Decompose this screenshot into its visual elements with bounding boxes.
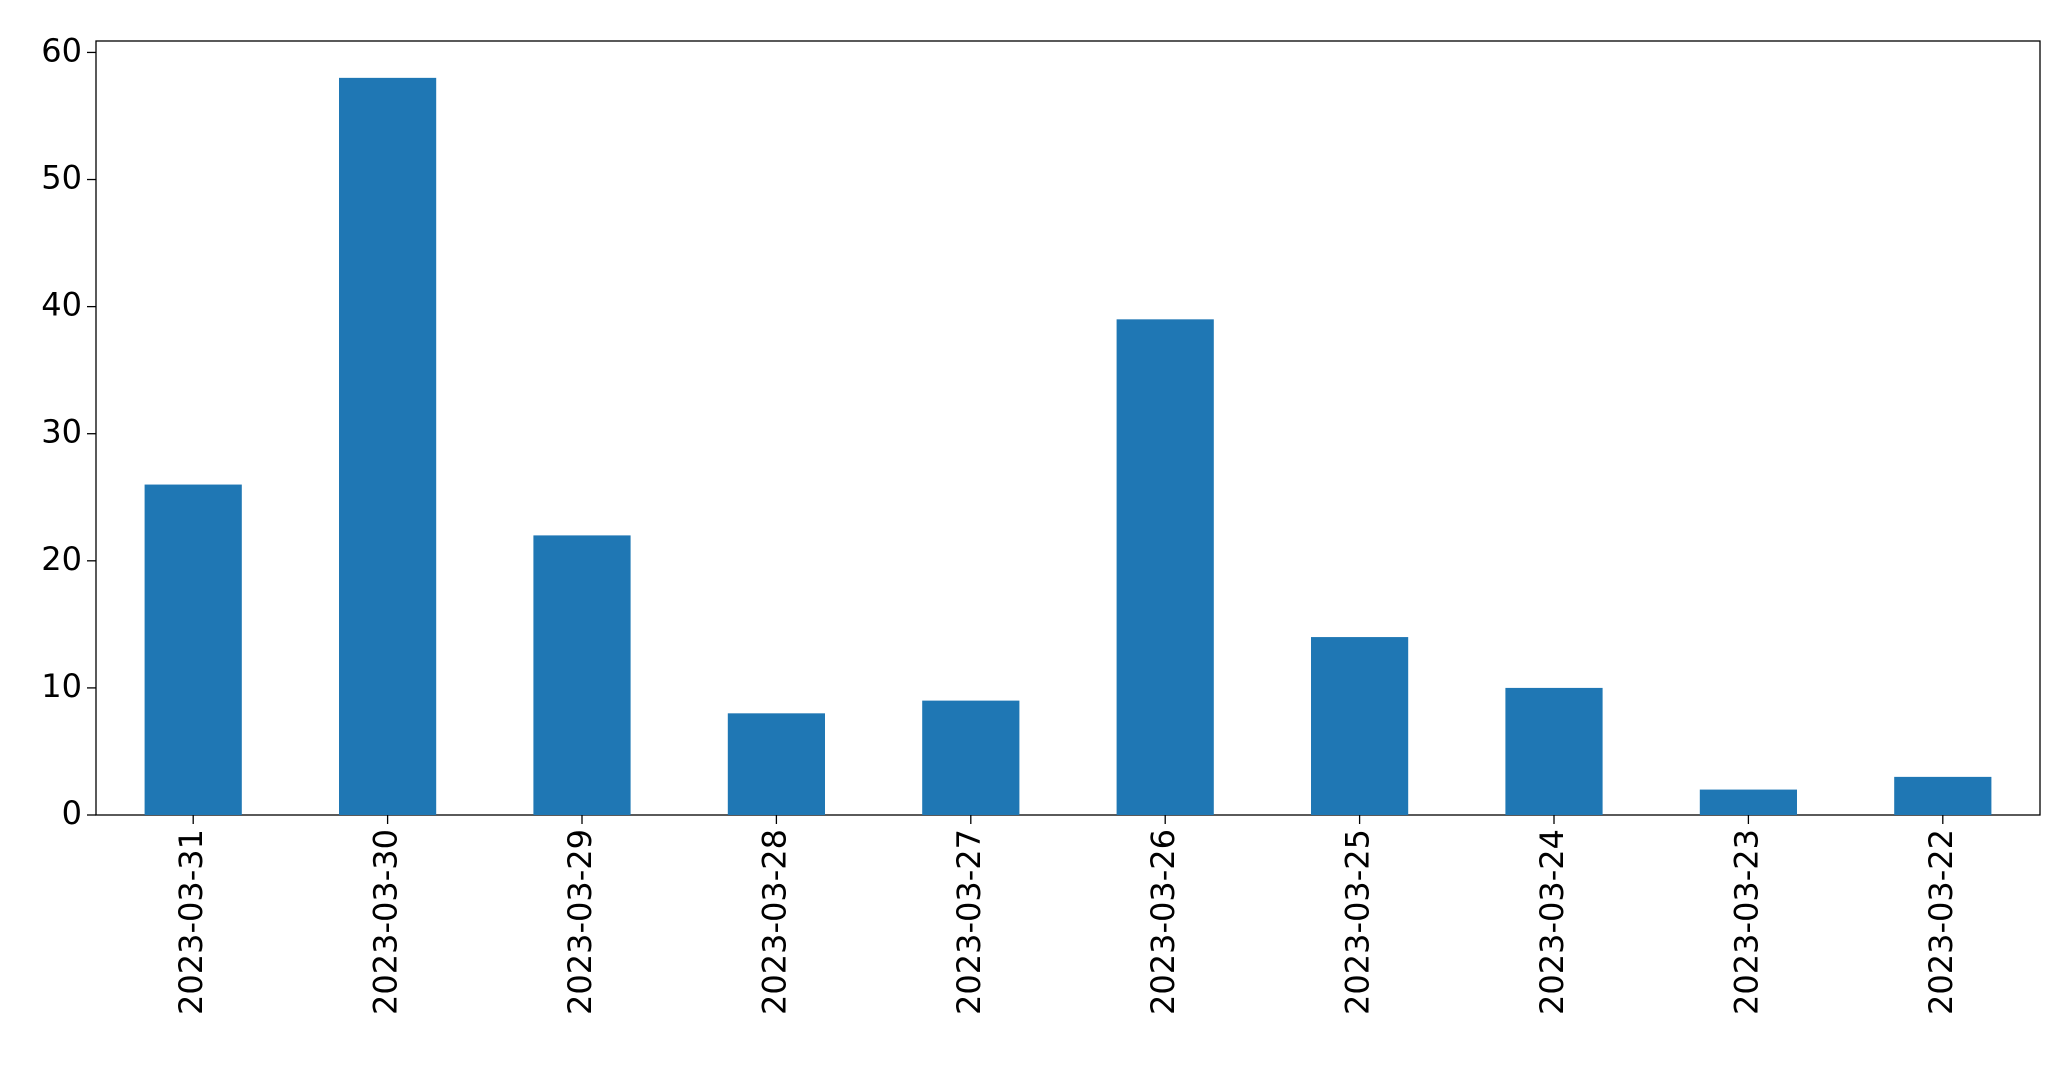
x-tick-label: 2023-03-26: [1144, 829, 1182, 1015]
bar: [1116, 319, 1214, 815]
y-tick-label: 40: [41, 286, 82, 324]
x-tick-label: 2023-03-22: [1922, 829, 1960, 1015]
y-tick-label: 30: [41, 413, 82, 451]
x-tick-label: 2023-03-31: [172, 829, 210, 1015]
bar: [727, 713, 825, 815]
y-tick-label: 0: [62, 794, 82, 832]
x-tick-label: 2023-03-25: [1339, 829, 1377, 1015]
bar: [533, 535, 631, 815]
y-tick-label: 60: [41, 31, 82, 69]
y-tick-label: 10: [41, 667, 82, 705]
bar: [922, 700, 1020, 815]
bar: [339, 77, 437, 816]
x-tick-label: 2023-03-28: [755, 829, 793, 1015]
x-tick-label: 2023-03-29: [561, 829, 599, 1015]
y-tick-label: 50: [41, 159, 82, 197]
x-tick-label: 2023-03-23: [1727, 829, 1765, 1015]
x-tick-label: 2023-03-24: [1533, 829, 1571, 1015]
bar: [1699, 789, 1797, 815]
axes-frame: [95, 40, 2041, 816]
x-tick-label: 2023-03-30: [367, 829, 405, 1015]
bar: [1311, 637, 1409, 815]
bar: [1505, 687, 1603, 815]
bar: [1894, 776, 1992, 815]
bar: [144, 484, 242, 815]
y-tick-label: 20: [41, 540, 82, 578]
x-tick-label: 2023-03-27: [950, 829, 988, 1015]
